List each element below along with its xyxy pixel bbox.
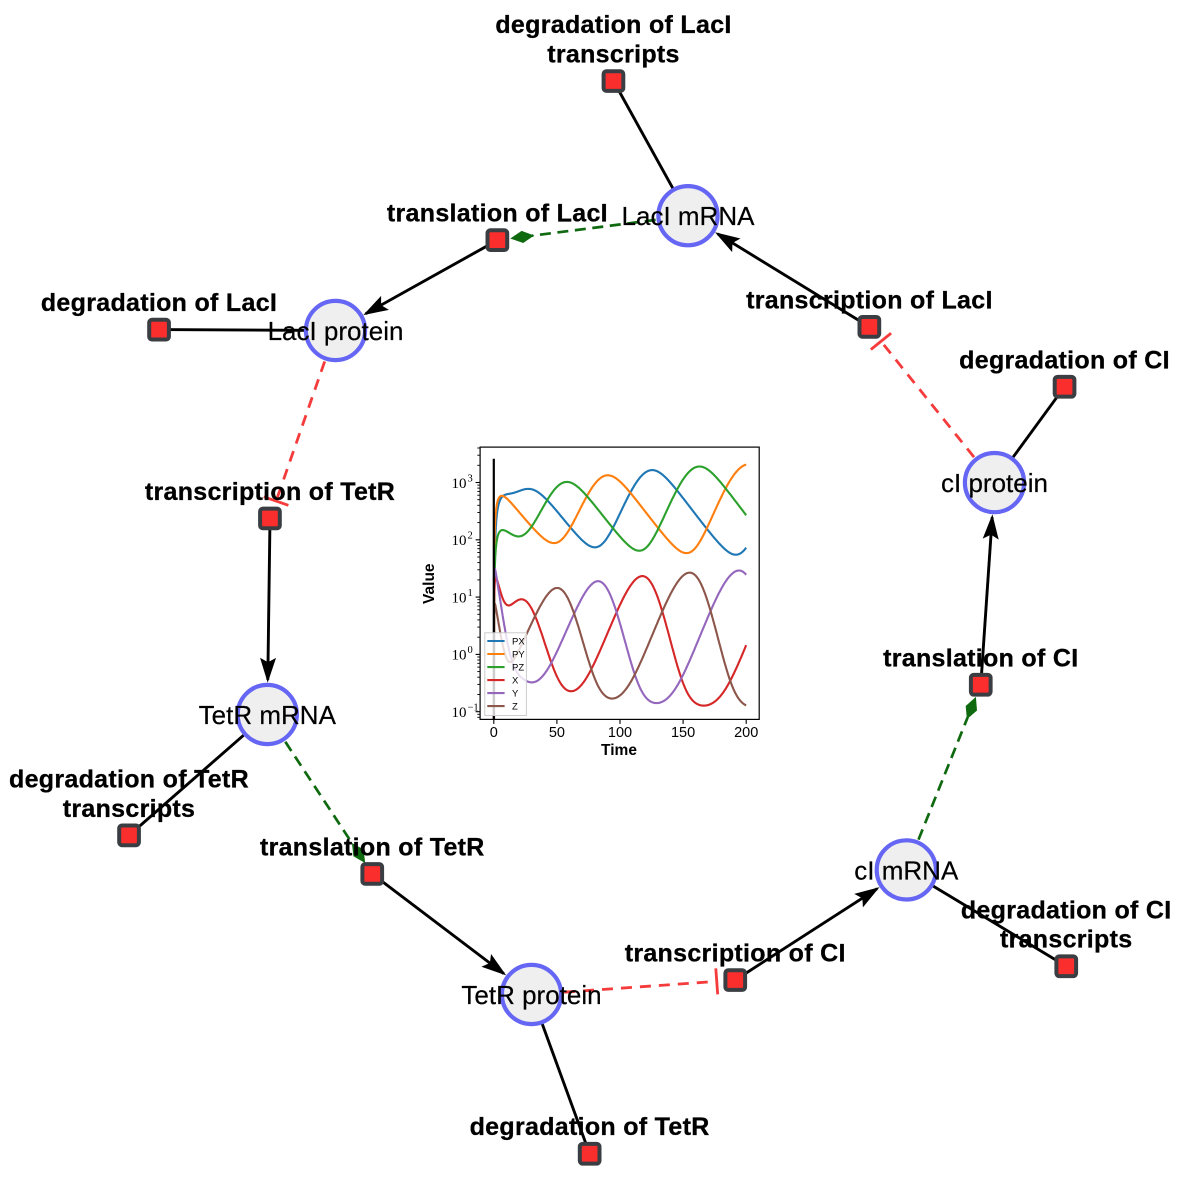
svg-text:transcription of LacI: transcription of LacI: [746, 286, 993, 314]
svg-text:degradation of TetR: degradation of TetR: [470, 1113, 710, 1141]
svg-text:transcription of CI: transcription of CI: [625, 940, 846, 968]
svg-text:Z: Z: [512, 702, 518, 713]
svg-text:translation of CI: translation of CI: [883, 644, 1078, 672]
svg-text:10: 10: [452, 648, 467, 664]
svg-text:150: 150: [671, 725, 695, 741]
svg-text:transcripts: transcripts: [63, 795, 196, 823]
svg-text:10: 10: [452, 590, 467, 606]
svg-text:Time: Time: [601, 742, 637, 759]
svg-text:transcripts: transcripts: [547, 41, 680, 69]
svg-text:LacI mRNA: LacI mRNA: [622, 201, 756, 231]
svg-text:0: 0: [490, 725, 498, 741]
svg-text:100: 100: [608, 725, 632, 741]
svg-text:PX: PX: [512, 636, 525, 647]
svg-text:translation of LacI: translation of LacI: [387, 200, 608, 228]
svg-text:degradation of CI: degradation of CI: [961, 896, 1172, 924]
svg-text:1: 1: [468, 588, 473, 599]
svg-text:TetR protein: TetR protein: [461, 980, 601, 1010]
svg-text:degradation of TetR: degradation of TetR: [9, 766, 249, 794]
svg-text:translation of TetR: translation of TetR: [260, 834, 485, 862]
svg-text:transcription of TetR: transcription of TetR: [145, 478, 395, 506]
svg-text:10: 10: [452, 533, 467, 549]
svg-text:Value: Value: [421, 563, 438, 604]
svg-text:PY: PY: [512, 649, 525, 660]
svg-text:PZ: PZ: [512, 663, 524, 674]
svg-text:degradation of LacI: degradation of LacI: [495, 11, 731, 39]
svg-text:cI mRNA: cI mRNA: [854, 855, 959, 885]
svg-text:X: X: [512, 676, 519, 687]
svg-text:Y: Y: [512, 689, 519, 700]
svg-text:degradation of CI: degradation of CI: [959, 346, 1170, 374]
svg-text:3: 3: [468, 473, 473, 484]
svg-text:transcripts: transcripts: [1000, 926, 1133, 954]
svg-text:0: 0: [468, 645, 473, 656]
svg-text:−1: −1: [468, 703, 479, 714]
svg-text:10: 10: [452, 476, 467, 492]
svg-text:50: 50: [549, 725, 565, 741]
svg-text:LacI protein: LacI protein: [268, 316, 404, 346]
svg-text:200: 200: [734, 725, 758, 741]
svg-text:degradation of LacI: degradation of LacI: [41, 289, 277, 317]
svg-text:10: 10: [452, 705, 467, 721]
svg-text:2: 2: [468, 531, 473, 542]
svg-text:TetR mRNA: TetR mRNA: [199, 700, 337, 730]
svg-text:cI protein: cI protein: [941, 468, 1048, 498]
